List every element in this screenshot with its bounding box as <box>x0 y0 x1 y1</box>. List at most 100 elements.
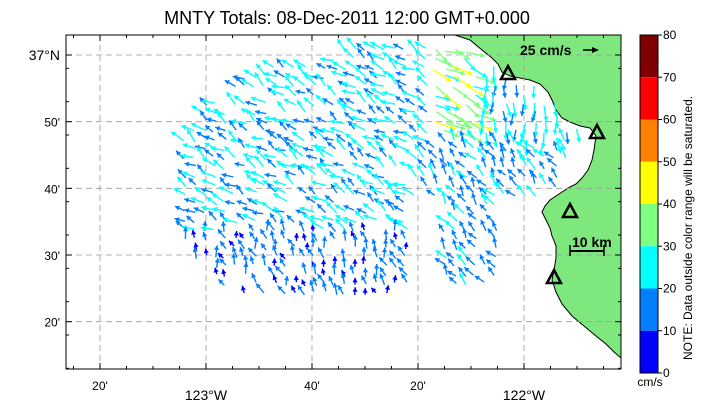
current-vector-head <box>346 37 352 43</box>
current-vector-head <box>492 221 497 227</box>
current-vector-head <box>376 156 381 162</box>
current-vector-head <box>332 256 338 261</box>
current-vector-head <box>239 232 245 238</box>
current-vector-head <box>465 256 471 262</box>
current-vector-head <box>396 221 402 227</box>
current-vector-head <box>303 146 309 152</box>
current-vector-head <box>272 239 278 244</box>
current-vector-head <box>372 117 377 123</box>
current-vector-head <box>205 125 211 131</box>
current-vector-head <box>291 285 296 291</box>
current-vector-head <box>467 213 473 218</box>
current-vector-head <box>261 243 266 249</box>
current-vector-head <box>356 43 362 48</box>
current-vector-head <box>523 141 529 146</box>
current-vector-head <box>285 75 290 81</box>
current-vector-head <box>329 126 335 132</box>
current-vector-head <box>396 258 402 264</box>
current-vector-head <box>206 117 212 123</box>
current-vector-head <box>320 268 326 274</box>
current-vector-head <box>285 173 290 179</box>
current-vector-head <box>303 97 309 103</box>
current-vector-head <box>348 142 353 148</box>
current-vector-head <box>464 267 470 273</box>
current-vector-head <box>372 273 378 279</box>
colorbar-unit: cm/s <box>637 375 662 389</box>
current-vector-head <box>323 136 328 142</box>
current-vector-head <box>256 117 262 123</box>
current-vector-head <box>340 248 346 254</box>
current-vector-head <box>232 246 237 253</box>
current-vector-head <box>276 133 282 139</box>
current-vector-head <box>202 231 208 237</box>
colorbar-tick-label: 0 <box>663 366 670 380</box>
current-vector-head <box>336 134 342 140</box>
current-vector-head <box>564 139 570 145</box>
current-vector-head <box>379 257 385 263</box>
current-vector-head <box>337 38 342 45</box>
current-vector-head <box>468 221 473 227</box>
current-vector-head <box>512 112 518 118</box>
current-vector-head <box>388 57 394 63</box>
colorbar-segment <box>640 204 658 247</box>
current-vector-head <box>448 258 453 264</box>
current-vector-head <box>238 137 243 144</box>
current-vector-head <box>271 116 277 122</box>
current-vector-head <box>454 132 460 138</box>
current-vector-head <box>220 221 227 226</box>
current-vector-head <box>344 112 350 118</box>
current-vector-head <box>502 117 508 123</box>
current-vector-head <box>393 60 399 65</box>
current-vector-head <box>371 88 377 93</box>
current-vector-head <box>251 178 257 183</box>
lat-label: 30' <box>44 249 60 263</box>
current-vector-head <box>285 85 291 90</box>
current-vector-head <box>292 148 298 154</box>
current-vector-head <box>438 223 444 230</box>
current-vector-head <box>352 162 358 168</box>
current-vector-head <box>390 239 395 245</box>
current-vector-head <box>393 205 399 211</box>
current-vector-head <box>291 131 297 137</box>
current-vector-head <box>311 180 317 186</box>
current-vector-head <box>459 130 465 136</box>
current-vector-head <box>445 220 451 226</box>
current-vector-head <box>442 263 448 269</box>
current-vector-head <box>176 150 181 156</box>
current-vector-head <box>366 140 372 146</box>
current-vector-head <box>459 221 464 227</box>
current-vector-head <box>191 105 197 111</box>
current-vector-head <box>408 124 414 130</box>
current-vector-head <box>551 167 556 173</box>
current-vector-head <box>479 141 484 147</box>
current-vector-head <box>547 158 553 163</box>
current-vector-head <box>236 212 242 218</box>
current-vector-head <box>293 76 299 82</box>
current-vector-head <box>273 187 279 192</box>
current-vector-head <box>331 70 337 76</box>
current-vector-head <box>297 100 302 106</box>
current-vector-head <box>177 169 183 175</box>
current-vector-head <box>328 276 334 282</box>
current-vector-head <box>480 192 486 198</box>
current-vector-head <box>522 105 528 110</box>
current-vector-head <box>261 202 267 207</box>
current-vector-head <box>273 70 279 75</box>
current-vector-head <box>175 221 181 226</box>
current-vector-head <box>298 187 304 192</box>
current-vector-head <box>341 168 347 174</box>
current-vector-head <box>492 127 498 133</box>
current-vector-head <box>182 143 188 148</box>
colorbar-tick-label: 50 <box>663 155 677 169</box>
current-vector-head <box>389 257 394 263</box>
current-vector-head <box>260 229 265 235</box>
current-vector-head <box>435 215 441 220</box>
current-vector-head <box>235 76 241 82</box>
current-vector-head <box>201 205 207 211</box>
current-vector-head <box>402 131 408 136</box>
current-vector-head <box>479 204 485 210</box>
current-vector-head <box>371 238 377 244</box>
current-vector-head <box>392 275 398 281</box>
current-vector-head <box>389 139 394 145</box>
latitude-labels: 37°N 50' 40' 30' 20' <box>29 47 60 330</box>
